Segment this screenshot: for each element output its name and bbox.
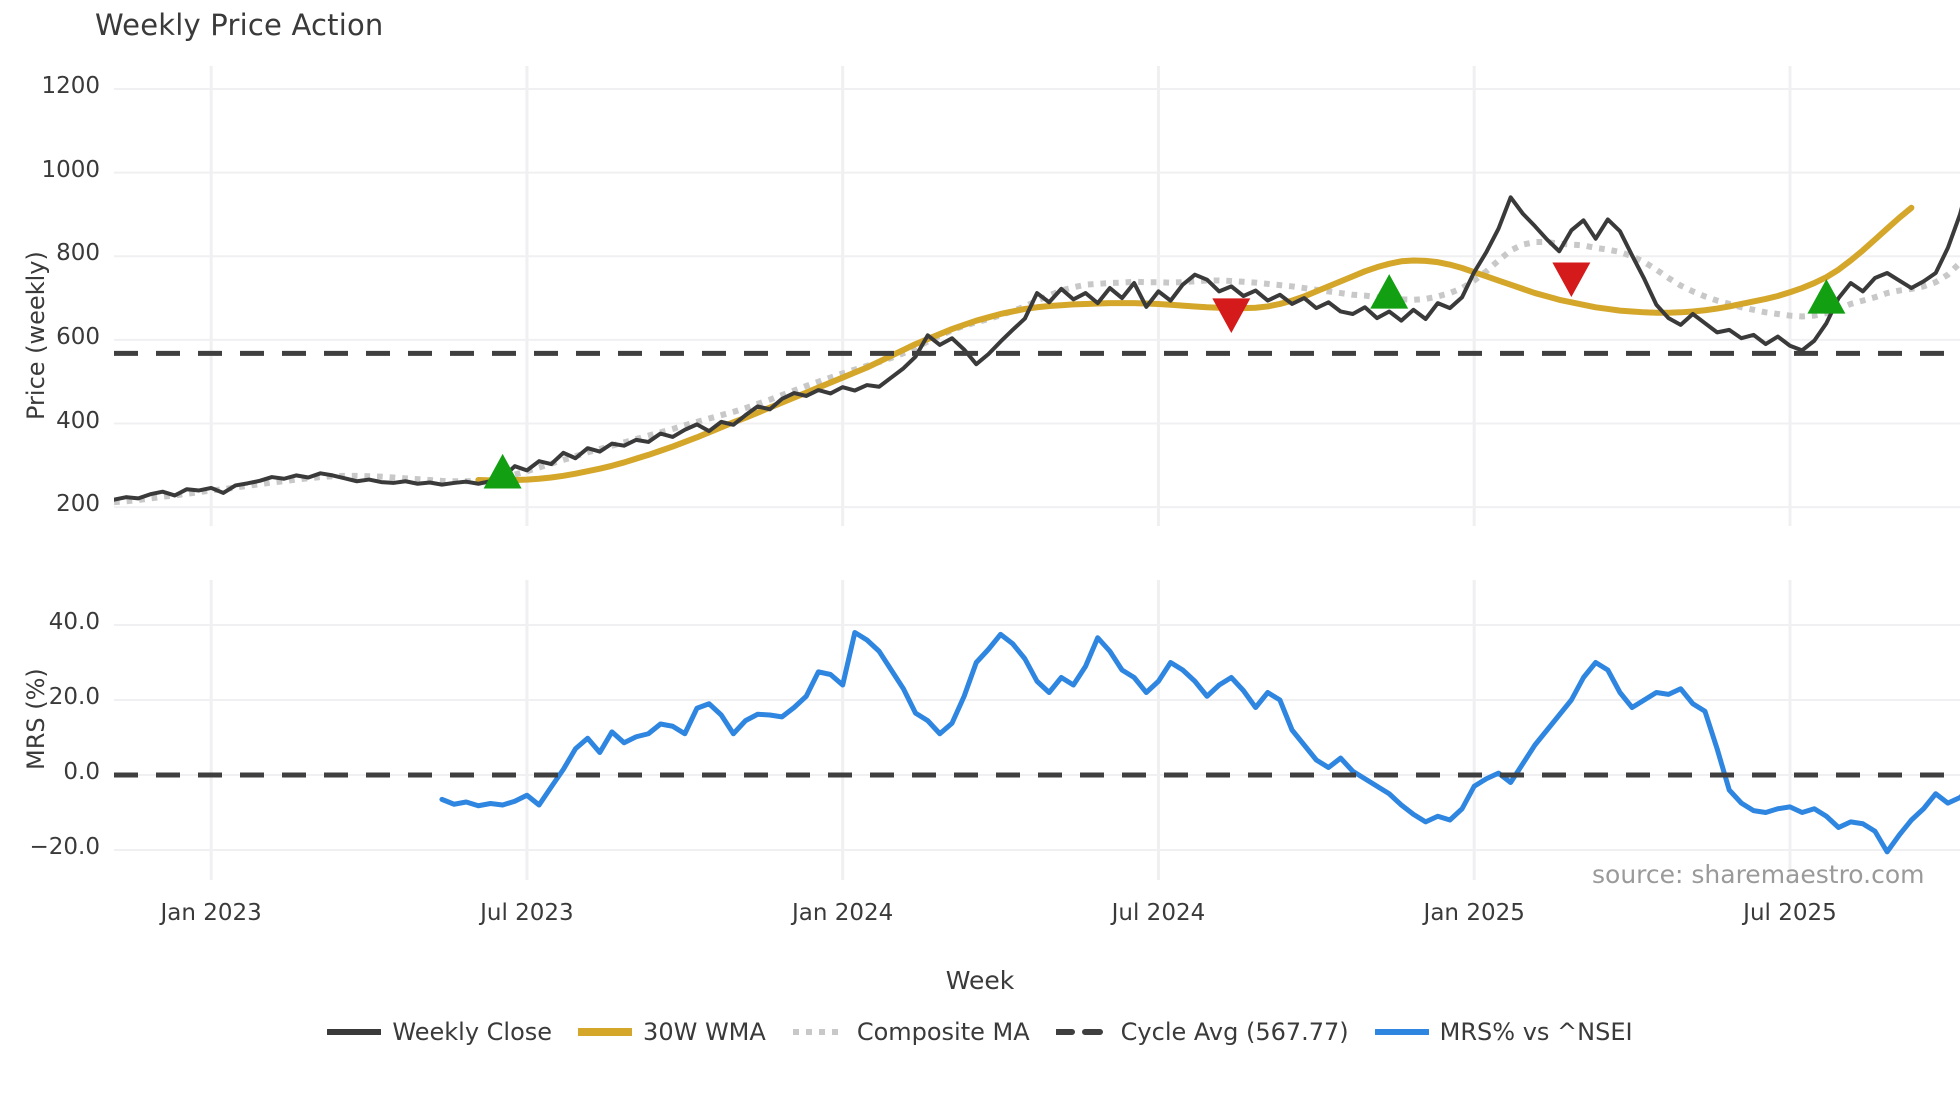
mrs-y-tick-2: 20.0 xyxy=(48,684,100,710)
legend-composite-ma[interactable]: Composite MA xyxy=(792,1018,1030,1046)
legend-mrs-swatch xyxy=(1374,1029,1429,1035)
legend-wma-swatch xyxy=(578,1028,633,1036)
x-axis-label: Week xyxy=(945,966,1015,995)
sell-marker[interactable] xyxy=(1212,298,1251,333)
legend-mrs[interactable]: MRS% vs ^NSEI xyxy=(1374,1018,1633,1046)
legend-wma-label: 30W WMA xyxy=(643,1018,766,1046)
source-watermark: source: sharemaestro.com xyxy=(1592,860,1925,889)
x-tick-1: Jul 2023 xyxy=(480,900,574,926)
series-weekly-close xyxy=(114,195,1960,502)
series-mrs xyxy=(439,630,1960,855)
series-composite-ma xyxy=(114,239,1960,506)
price-y-tick-0: 200 xyxy=(56,491,100,518)
legend-weekly-close-label: Weekly Close xyxy=(392,1018,553,1046)
legend-composite-ma-swatch xyxy=(792,1029,845,1035)
buy-marker[interactable] xyxy=(1370,274,1409,309)
legend-cycle-avg[interactable]: Cycle Avg (567.77) xyxy=(1055,1018,1349,1046)
mrs-y-tick-3: 40.0 xyxy=(48,609,100,635)
mrs-chart-plot xyxy=(114,580,1960,880)
price-y-tick-4: 1000 xyxy=(41,156,100,183)
legend-weekly-close[interactable]: Weekly Close xyxy=(327,1018,552,1046)
mrs-y-tick-0: −20.0 xyxy=(29,834,100,860)
buy-marker[interactable] xyxy=(1807,279,1846,314)
legend-composite-ma-label: Composite MA xyxy=(856,1018,1030,1046)
x-tick-5: Jul 2025 xyxy=(1743,900,1837,926)
mrs-y-tick-1: 0.0 xyxy=(63,759,100,785)
legend-wma[interactable]: 30W WMA xyxy=(578,1018,766,1046)
buy-marker[interactable] xyxy=(483,453,522,489)
price-y-tick-1: 400 xyxy=(56,407,100,434)
chart-legend: Weekly Close 30W WMA Composite MA Cycle Avg… xyxy=(0,1018,1960,1046)
price-y-tick-3: 800 xyxy=(56,240,100,267)
x-tick-0: Jan 2023 xyxy=(160,900,262,926)
price-chart-plot xyxy=(114,66,1960,526)
legend-weekly-close-swatch xyxy=(327,1029,382,1035)
price-y-tick-2: 600 xyxy=(56,323,100,350)
page-title: Weekly Price Action xyxy=(95,8,384,42)
price-y-tick-5: 1200 xyxy=(41,73,100,99)
legend-mrs-label: MRS% vs ^NSEI xyxy=(1439,1018,1633,1046)
x-tick-4: Jan 2025 xyxy=(1423,900,1525,926)
series-30w-wma xyxy=(475,204,1915,484)
legend-cycle-avg-swatch xyxy=(1055,1029,1110,1035)
x-tick-3: Jul 2024 xyxy=(1111,900,1206,926)
sell-marker[interactable] xyxy=(1552,262,1591,298)
legend-cycle-avg-label: Cycle Avg (567.77) xyxy=(1120,1018,1349,1046)
x-tick-2: Jan 2024 xyxy=(792,900,894,926)
